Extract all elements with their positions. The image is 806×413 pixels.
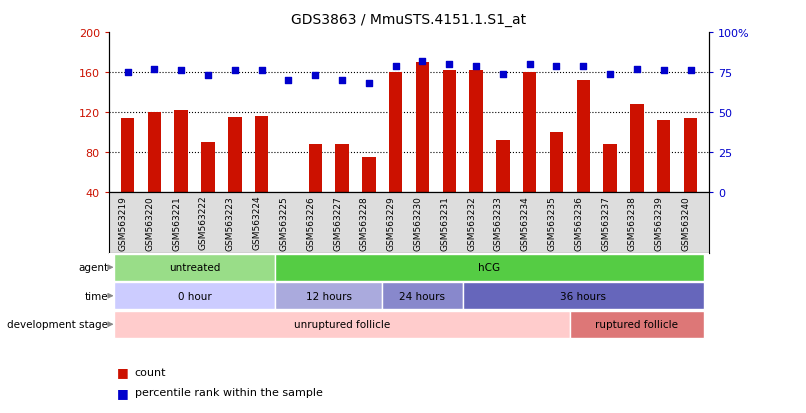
Bar xyxy=(114,282,275,310)
Point xyxy=(442,62,455,68)
Point xyxy=(335,78,348,84)
Point xyxy=(389,63,402,70)
Text: 0 hour: 0 hour xyxy=(177,291,211,301)
Bar xyxy=(683,119,697,232)
Bar xyxy=(202,142,214,232)
Point xyxy=(363,81,376,87)
Text: GSM563229: GSM563229 xyxy=(387,195,396,250)
Bar xyxy=(255,116,268,232)
Text: time: time xyxy=(85,291,108,301)
Text: GSM563223: GSM563223 xyxy=(226,195,235,250)
Bar xyxy=(496,140,509,232)
Text: 24 hours: 24 hours xyxy=(400,291,446,301)
Bar xyxy=(114,254,275,281)
Bar xyxy=(463,282,704,310)
Point xyxy=(309,73,322,79)
Text: 12 hours: 12 hours xyxy=(305,291,351,301)
Text: GSM563227: GSM563227 xyxy=(333,195,342,250)
Bar xyxy=(228,118,242,232)
Text: percentile rank within the sample: percentile rank within the sample xyxy=(135,387,322,397)
Point xyxy=(523,62,536,68)
Text: GSM563231: GSM563231 xyxy=(440,195,449,250)
Text: GSM563222: GSM563222 xyxy=(199,195,208,250)
Text: 36 hours: 36 hours xyxy=(560,291,606,301)
Text: untreated: untreated xyxy=(169,263,220,273)
Point xyxy=(121,69,134,76)
Text: GSM563221: GSM563221 xyxy=(172,195,181,250)
Bar xyxy=(576,81,590,232)
Point xyxy=(550,63,563,70)
Point xyxy=(630,66,643,73)
Bar xyxy=(442,71,456,232)
Point xyxy=(684,68,697,75)
Bar xyxy=(550,133,563,232)
Point xyxy=(470,63,483,70)
Text: unruptured follicle: unruptured follicle xyxy=(294,320,390,330)
Text: GSM563239: GSM563239 xyxy=(654,195,663,250)
Text: GSM563228: GSM563228 xyxy=(359,195,369,250)
Bar xyxy=(309,145,322,232)
Bar xyxy=(389,73,402,232)
Point xyxy=(175,68,188,75)
Text: GSM563230: GSM563230 xyxy=(413,195,422,250)
Bar xyxy=(469,71,483,232)
Text: GSM563240: GSM563240 xyxy=(682,195,691,250)
Text: agent: agent xyxy=(78,263,108,273)
Text: count: count xyxy=(135,367,166,377)
Bar xyxy=(335,145,349,232)
Text: GSM563219: GSM563219 xyxy=(118,195,127,250)
Text: ruptured follicle: ruptured follicle xyxy=(596,320,679,330)
Point xyxy=(604,71,617,78)
Point xyxy=(577,63,590,70)
Text: hCG: hCG xyxy=(479,263,501,273)
Point xyxy=(416,58,429,65)
Text: GSM563224: GSM563224 xyxy=(252,195,262,250)
Text: GSM563220: GSM563220 xyxy=(145,195,155,250)
Bar xyxy=(630,104,644,232)
Text: GDS3863 / MmuSTS.4151.1.S1_at: GDS3863 / MmuSTS.4151.1.S1_at xyxy=(292,13,526,27)
Bar xyxy=(604,145,617,232)
Text: GSM563237: GSM563237 xyxy=(601,195,610,250)
Text: GSM563238: GSM563238 xyxy=(628,195,637,250)
Text: GSM563232: GSM563232 xyxy=(467,195,476,250)
Bar xyxy=(362,157,376,232)
Point xyxy=(202,73,214,79)
Text: ■: ■ xyxy=(117,386,129,399)
Text: GSM563233: GSM563233 xyxy=(494,195,503,250)
Bar xyxy=(174,111,188,232)
Bar xyxy=(114,311,570,338)
Text: GSM563225: GSM563225 xyxy=(280,195,289,250)
Point xyxy=(282,78,295,84)
Bar xyxy=(416,63,429,232)
Bar xyxy=(275,254,704,281)
Text: ■: ■ xyxy=(117,365,129,378)
Text: development stage: development stage xyxy=(7,320,108,330)
Text: GSM563235: GSM563235 xyxy=(547,195,556,250)
Bar xyxy=(275,282,382,310)
Point xyxy=(228,68,241,75)
Point xyxy=(657,68,670,75)
Bar xyxy=(282,192,295,232)
Text: GSM563226: GSM563226 xyxy=(306,195,315,250)
Bar xyxy=(121,119,135,232)
Bar xyxy=(382,282,463,310)
Point xyxy=(496,71,509,78)
Bar xyxy=(657,121,671,232)
Bar xyxy=(523,73,536,232)
Bar xyxy=(147,113,161,232)
Text: GSM563236: GSM563236 xyxy=(575,195,584,250)
Bar xyxy=(570,311,704,338)
Text: GSM563234: GSM563234 xyxy=(521,195,530,250)
Point xyxy=(256,68,268,75)
Point xyxy=(148,66,161,73)
